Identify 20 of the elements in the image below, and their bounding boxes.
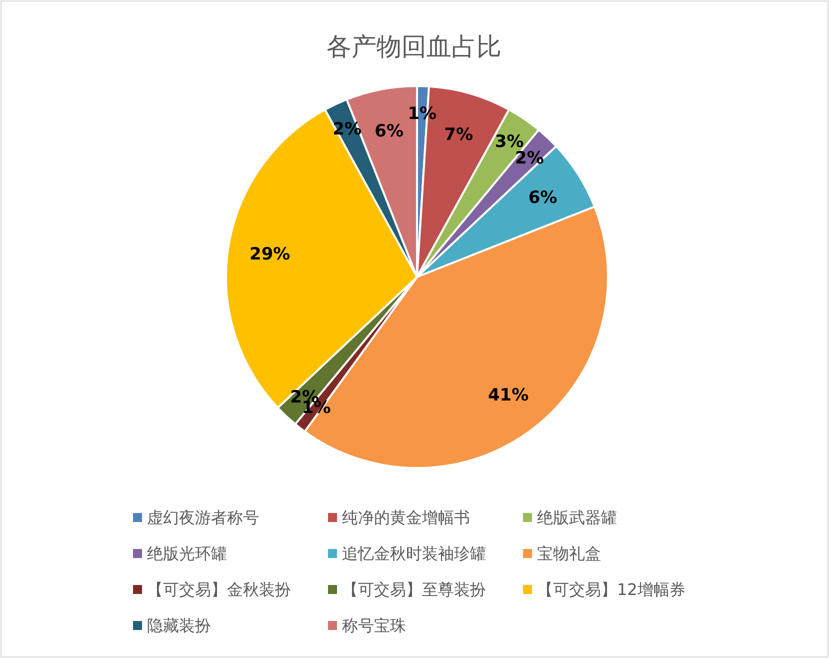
data-label: 6%: [374, 122, 404, 142]
data-label: 7%: [444, 124, 473, 145]
legend-label: 宝物礼盒: [537, 544, 601, 563]
legend-item: 隐藏装扮: [133, 616, 211, 635]
legend-item: 追忆金秋时装袖珍罐: [328, 544, 486, 563]
legend-item: 绝版光环罐: [133, 544, 227, 563]
chart-title: 各产物回血占比: [326, 32, 502, 61]
data-label: 41%: [488, 386, 529, 406]
data-label: 29%: [250, 244, 290, 265]
legend-label: 称号宝珠: [342, 616, 406, 635]
legend-item: 【可交易】至尊装扮: [328, 580, 486, 599]
legend-item: 纯净的黄金增幅书: [328, 508, 470, 527]
legend-label: 隐藏装扮: [147, 616, 211, 635]
legend-item: 绝版武器罐: [523, 508, 617, 527]
legend-item: 【可交易】金秋装扮: [133, 580, 291, 599]
legend-item: 宝物礼盒: [523, 544, 601, 563]
legend-item: 【可交易】12增幅券: [523, 580, 686, 599]
legend-item: 称号宝珠: [328, 616, 406, 635]
legend-item: 虚幻夜游者称号: [133, 508, 259, 527]
data-label: 6%: [528, 188, 558, 208]
